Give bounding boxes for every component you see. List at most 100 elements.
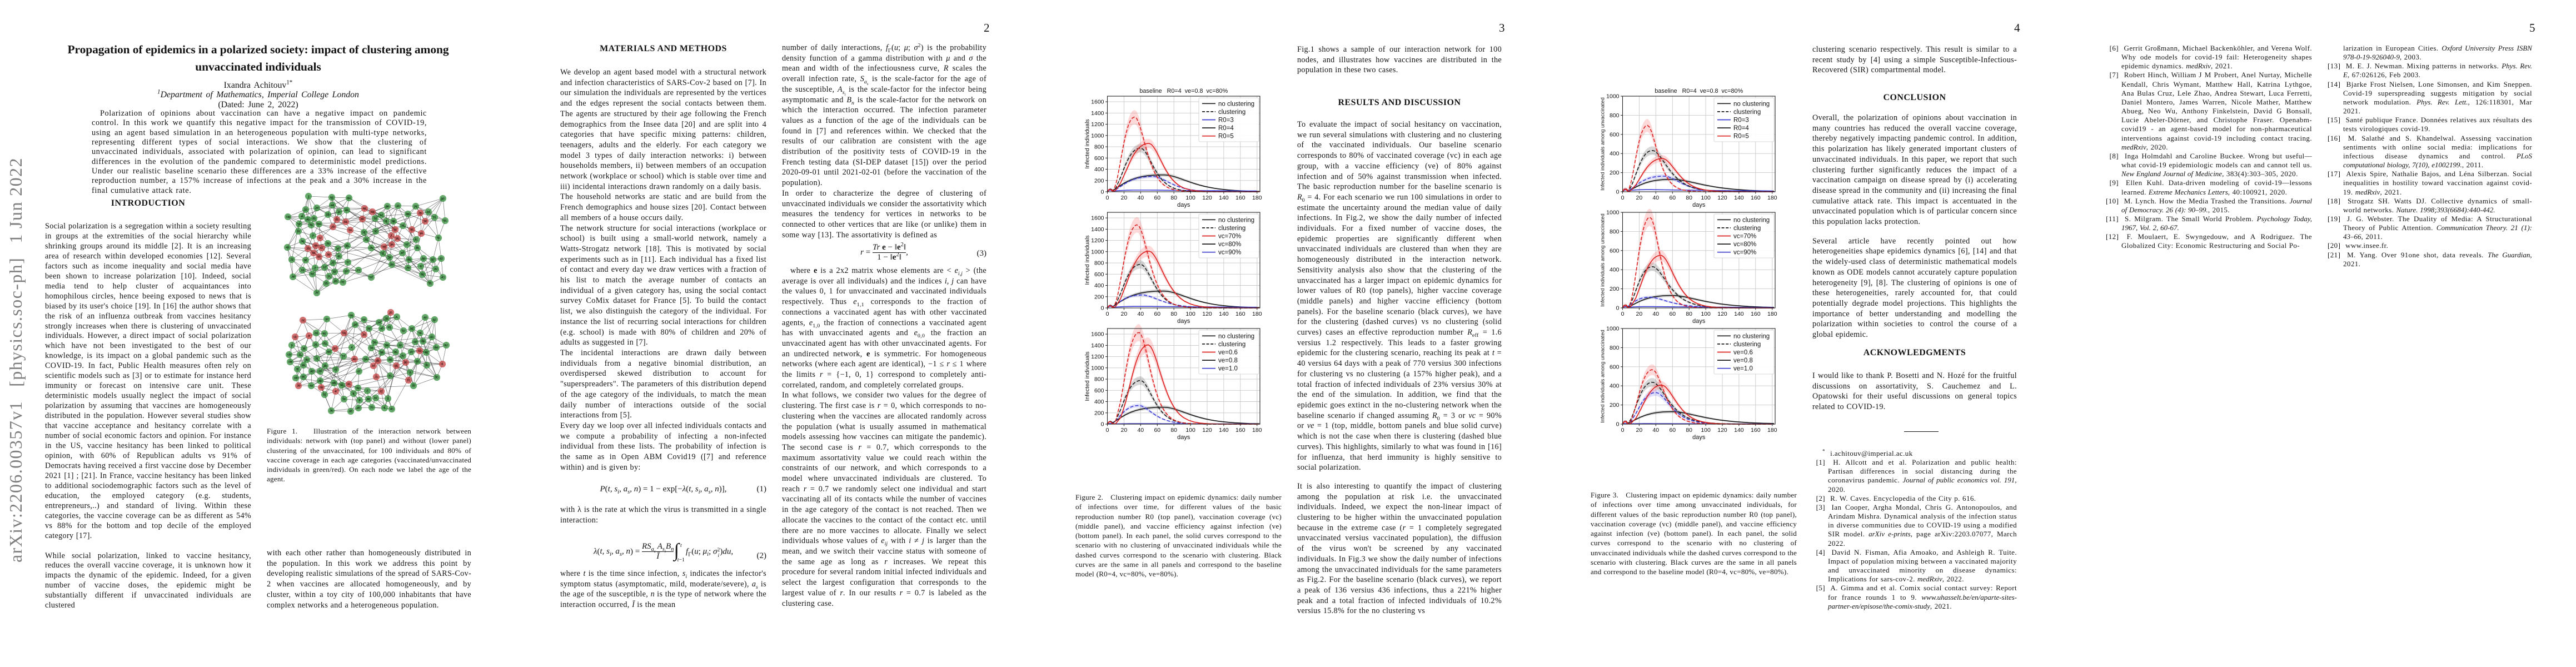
svg-text:77: 77 xyxy=(405,243,408,247)
svg-text:R0=3: R0=3 xyxy=(1218,117,1234,124)
svg-text:61: 61 xyxy=(367,327,371,331)
svg-text:61: 61 xyxy=(320,247,323,250)
svg-text:5: 5 xyxy=(291,344,292,347)
svg-text:160: 160 xyxy=(1235,427,1245,434)
svg-text:51: 51 xyxy=(362,231,366,235)
svg-text:54: 54 xyxy=(327,351,331,354)
svg-text:76: 76 xyxy=(401,225,405,228)
svg-text:62: 62 xyxy=(330,196,333,200)
svg-text:21: 21 xyxy=(375,376,378,379)
svg-text:92: 92 xyxy=(402,330,405,333)
svg-text:days: days xyxy=(1692,434,1706,441)
svg-text:3: 3 xyxy=(382,252,383,256)
svg-text:1000: 1000 xyxy=(1091,132,1104,139)
svg-text:64: 64 xyxy=(435,346,438,350)
svg-text:140: 140 xyxy=(1219,195,1229,201)
svg-text:35: 35 xyxy=(296,368,299,371)
svg-text:49: 49 xyxy=(302,364,305,367)
svg-text:50: 50 xyxy=(353,323,357,327)
svg-text:79: 79 xyxy=(373,217,377,221)
svg-text:56: 56 xyxy=(336,247,340,251)
svg-text:65: 65 xyxy=(287,354,291,357)
svg-text:clustering: clustering xyxy=(1733,225,1761,232)
svg-text:20: 20 xyxy=(1121,311,1128,317)
svg-text:0: 0 xyxy=(1621,195,1625,201)
svg-text:25: 25 xyxy=(418,212,422,215)
svg-text:60: 60 xyxy=(421,273,424,277)
svg-text:0: 0 xyxy=(1106,195,1109,201)
svg-text:days: days xyxy=(1177,318,1190,325)
svg-text:1000: 1000 xyxy=(1606,210,1620,216)
svg-text:60: 60 xyxy=(395,365,398,368)
svg-text:33: 33 xyxy=(365,238,368,242)
svg-text:no clustering: no clustering xyxy=(1733,333,1770,340)
svg-text:120: 120 xyxy=(1717,195,1727,201)
svg-text:12: 12 xyxy=(318,237,322,240)
svg-text:0: 0 xyxy=(1616,305,1620,312)
svg-text:400: 400 xyxy=(1094,399,1104,405)
svg-text:160: 160 xyxy=(1751,427,1761,434)
svg-text:100: 100 xyxy=(1701,195,1711,201)
svg-text:24: 24 xyxy=(434,268,437,271)
svg-text:61: 61 xyxy=(323,394,326,397)
svg-text:56: 56 xyxy=(444,220,447,223)
svg-text:69: 69 xyxy=(288,361,292,364)
svg-text:days: days xyxy=(1692,202,1706,208)
svg-text:87: 87 xyxy=(345,270,348,273)
svg-text:88: 88 xyxy=(332,382,336,385)
svg-text:140: 140 xyxy=(1734,195,1744,201)
svg-text:65: 65 xyxy=(335,218,338,222)
svg-text:40: 40 xyxy=(425,351,428,355)
svg-text:1000: 1000 xyxy=(1606,326,1620,332)
svg-text:87: 87 xyxy=(431,258,435,262)
svg-text:88: 88 xyxy=(421,340,425,344)
svg-text:54: 54 xyxy=(370,347,373,350)
svg-text:45: 45 xyxy=(310,370,313,374)
svg-text:44: 44 xyxy=(420,232,423,236)
svg-text:8: 8 xyxy=(420,265,421,268)
svg-text:50: 50 xyxy=(413,341,417,344)
svg-text:23: 23 xyxy=(304,208,307,212)
svg-text:83: 83 xyxy=(323,342,327,346)
svg-text:36: 36 xyxy=(301,240,304,243)
svg-text:69: 69 xyxy=(350,314,353,317)
svg-text:ve=1.0: ve=1.0 xyxy=(1733,366,1753,372)
svg-text:Infected individuals: Infected individuals xyxy=(1084,235,1091,285)
svg-text:Infected individuals: Infected individuals xyxy=(1084,119,1091,168)
svg-text:44: 44 xyxy=(331,204,334,207)
svg-text:60: 60 xyxy=(1154,195,1160,201)
svg-text:R0=3: R0=3 xyxy=(1733,117,1749,124)
svg-text:86: 86 xyxy=(404,361,407,365)
svg-text:87: 87 xyxy=(416,360,419,364)
svg-text:49: 49 xyxy=(380,327,383,331)
svg-text:ve=0.8: ve=0.8 xyxy=(1733,357,1753,364)
svg-text:90: 90 xyxy=(327,253,330,257)
svg-text:800: 800 xyxy=(1610,228,1620,235)
svg-text:21: 21 xyxy=(327,275,331,278)
svg-text:8: 8 xyxy=(352,392,354,396)
svg-text:400: 400 xyxy=(1094,282,1104,289)
svg-text:0: 0 xyxy=(1101,305,1104,312)
svg-text:58: 58 xyxy=(393,228,397,232)
svg-text:14: 14 xyxy=(377,321,381,325)
svg-text:40: 40 xyxy=(1652,195,1659,201)
svg-text:clustering: clustering xyxy=(1733,341,1761,348)
svg-text:no clustering: no clustering xyxy=(1218,333,1254,340)
svg-text:100: 100 xyxy=(1185,195,1195,201)
svg-text:days: days xyxy=(1692,318,1706,325)
svg-text:7: 7 xyxy=(314,267,316,270)
svg-text:200: 200 xyxy=(1610,402,1620,409)
svg-text:4: 4 xyxy=(308,335,310,338)
svg-text:1400: 1400 xyxy=(1091,110,1104,117)
svg-text:64: 64 xyxy=(315,332,318,335)
svg-text:12: 12 xyxy=(380,214,383,217)
svg-text:38: 38 xyxy=(374,230,377,233)
svg-text:20: 20 xyxy=(348,229,352,232)
svg-text:49: 49 xyxy=(306,218,310,222)
svg-text:vc=70%: vc=70% xyxy=(1218,233,1241,240)
svg-text:600: 600 xyxy=(1094,155,1104,162)
svg-text:3: 3 xyxy=(387,397,388,401)
svg-text:13: 13 xyxy=(301,269,304,272)
svg-text:15: 15 xyxy=(396,205,400,208)
svg-text:60: 60 xyxy=(1154,427,1160,434)
